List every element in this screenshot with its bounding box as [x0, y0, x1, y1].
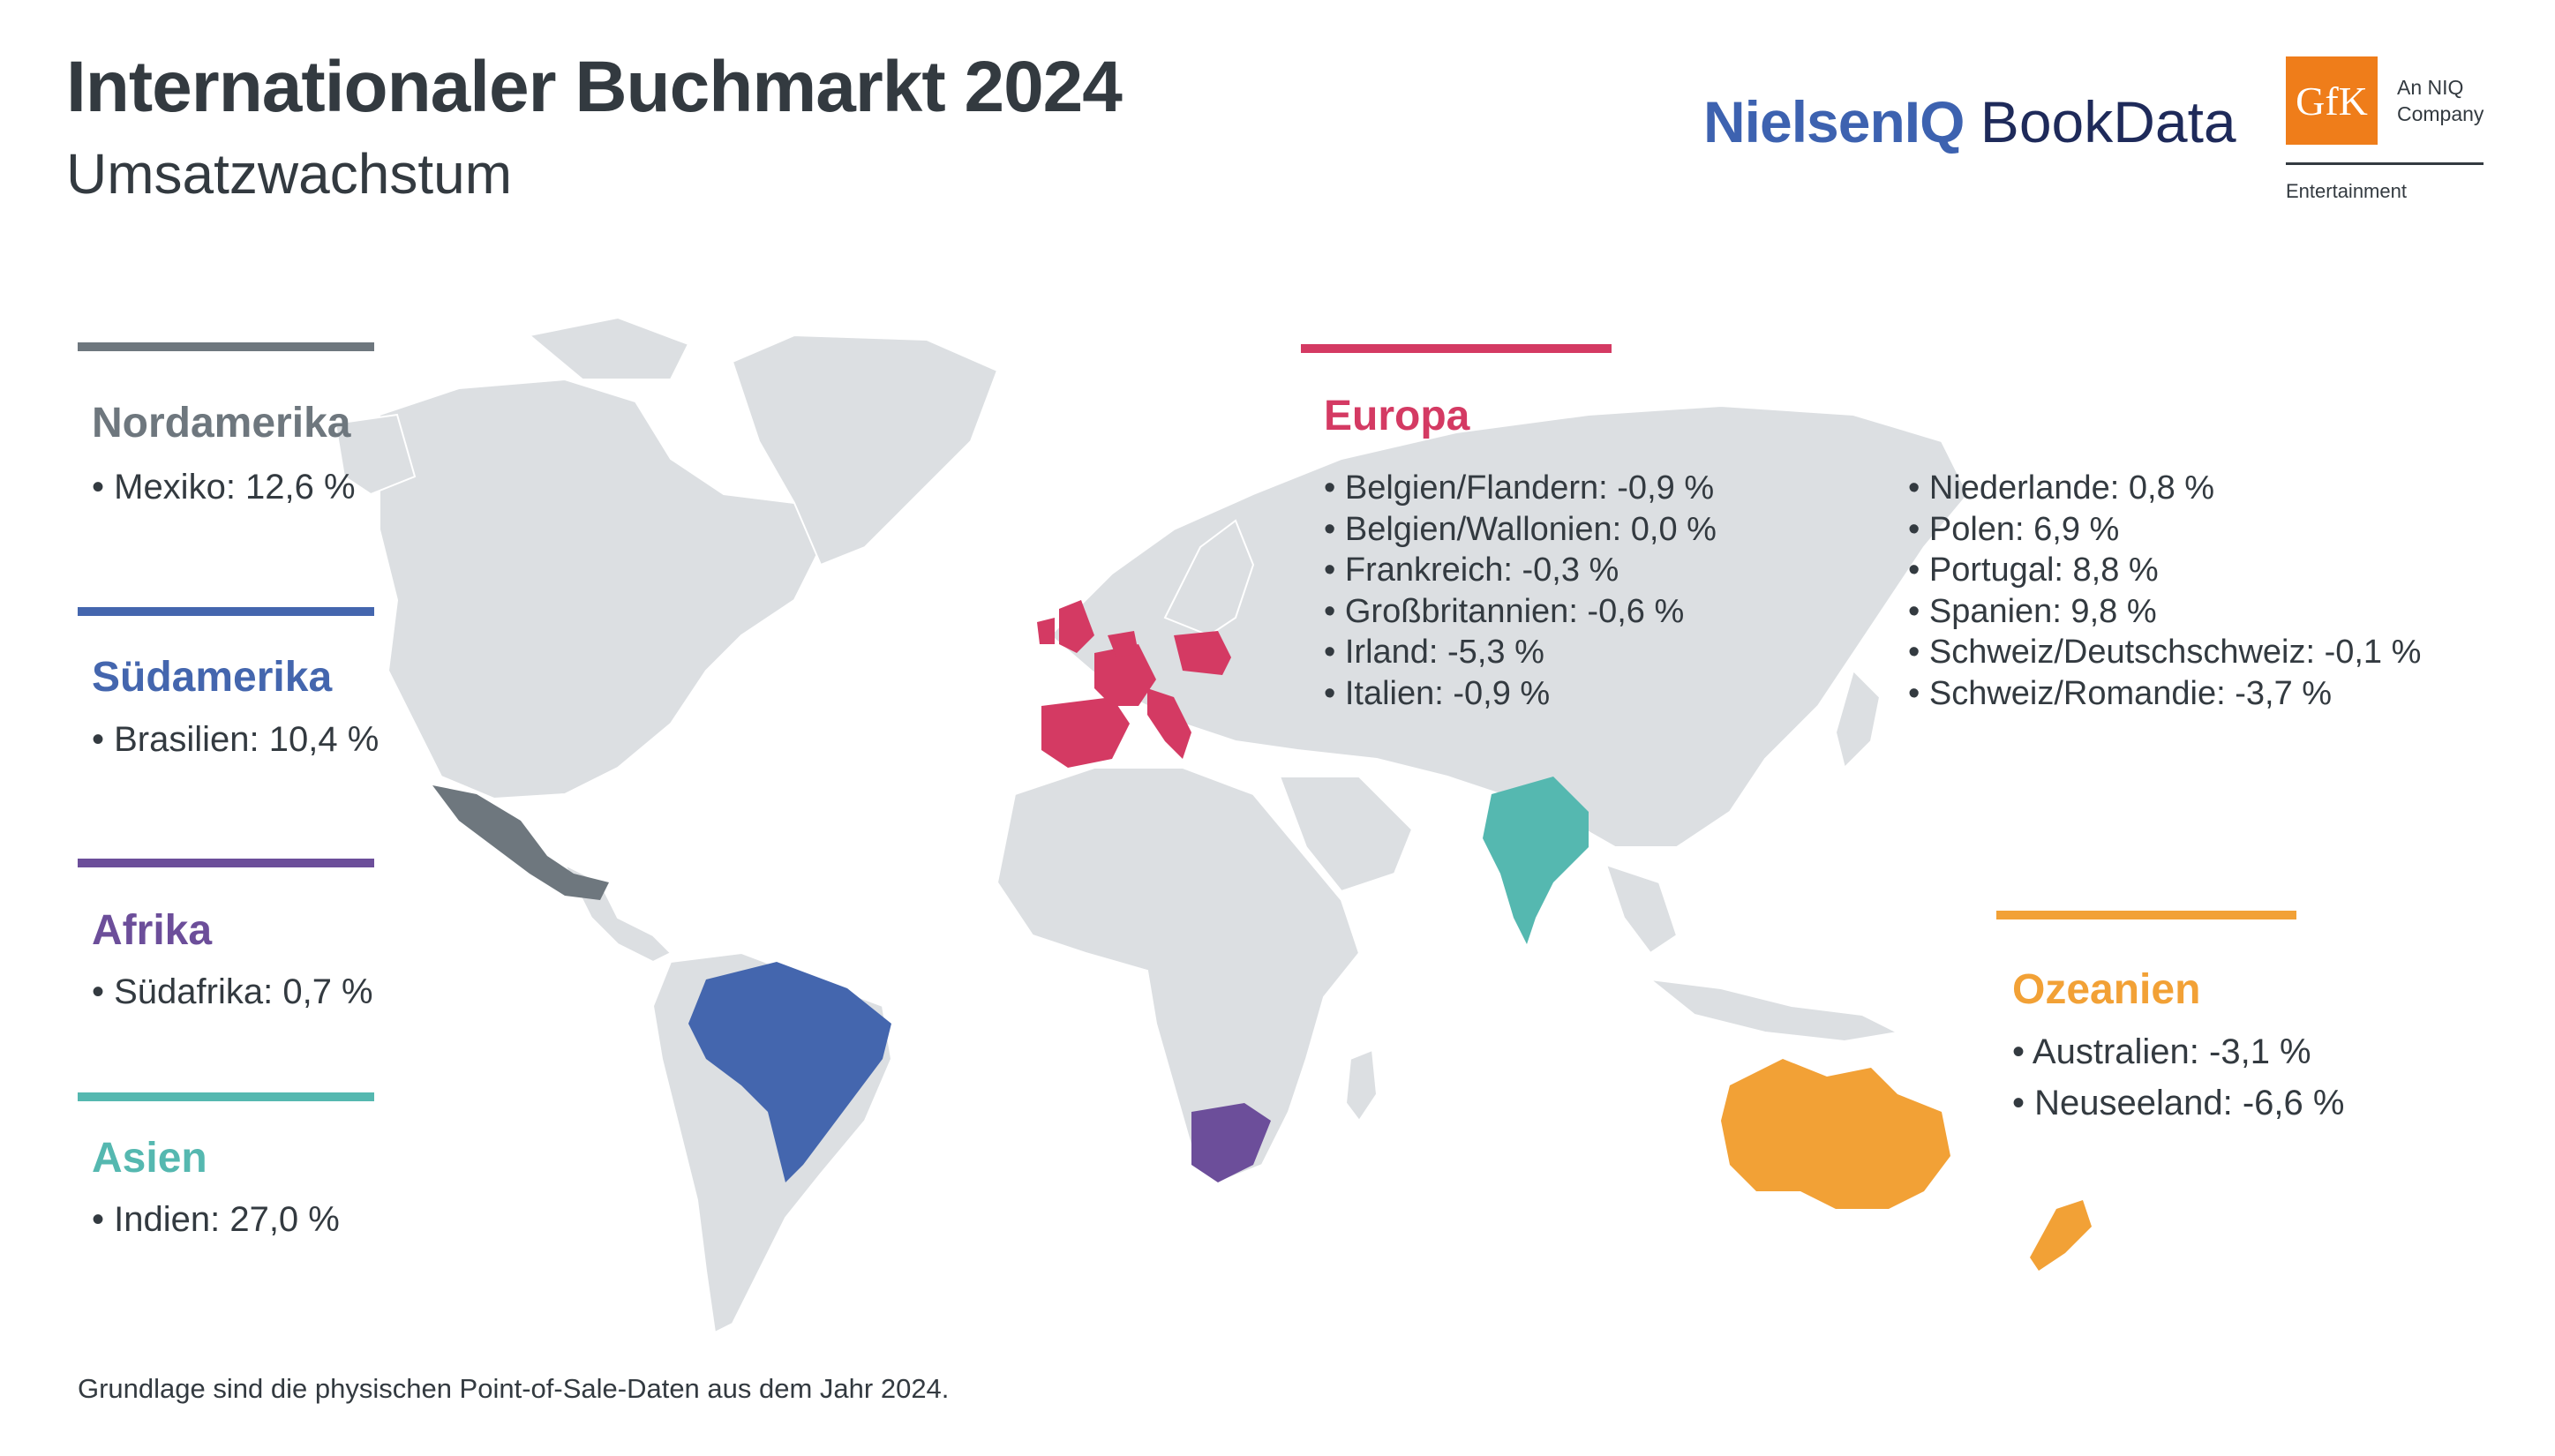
page-title: Internationaler Buchmarkt 2024	[66, 47, 1123, 127]
region-bar-nordamerika	[78, 342, 374, 351]
map-benelux-switzerland	[1108, 631, 1138, 657]
map-great-britain	[1059, 600, 1094, 653]
region-item-australien: • Australien: -3,1 %	[2012, 1032, 2311, 1071]
gfk-division: Entertainment	[2286, 180, 2407, 202]
region-title-nordamerika: Nordamerika	[92, 400, 351, 447]
map-australia	[1721, 1059, 1950, 1209]
region-bar-suedamerika	[78, 607, 374, 616]
europa-item: • Belgien/Flandern: -0,9 %	[1324, 469, 1715, 507]
europa-item: • Schweiz/Deutschschweiz: -0,1 %	[1908, 634, 2422, 671]
europa-item: • Niederlande: 0,8 %	[1908, 469, 2215, 507]
map-indonesia	[1647, 978, 1901, 1043]
map-spain-portugal	[1041, 697, 1130, 768]
europa-item: • Frankreich: -0,3 %	[1324, 552, 1619, 589]
page-subtitle: Umsatzwachstum	[66, 142, 512, 206]
map-ireland	[1037, 618, 1055, 644]
europa-item: • Polen: 6,9 %	[1908, 510, 2120, 548]
gfk-tagline: An NIQ Company	[2397, 74, 2484, 127]
bookdata-wordmark: BookData	[1980, 89, 2236, 154]
region-title-ozeanien: Ozeanien	[2012, 966, 2201, 1013]
map-europe-highlight	[1037, 600, 1231, 768]
region-title-suedamerika: Südamerika	[92, 654, 333, 701]
region-item-suedafrika: • Südafrika: 0,7 %	[92, 972, 373, 1011]
gfk-tagline-line-1: An NIQ	[2397, 76, 2464, 99]
region-title-europa: Europa	[1324, 393, 1470, 439]
map-greenland	[731, 334, 999, 567]
europa-item: • Belgien/Wallonien: 0,0 %	[1324, 510, 1717, 548]
europa-item: • Italien: -0,9 %	[1324, 674, 1551, 712]
map-japan	[1834, 669, 1882, 769]
map-north-america	[379, 378, 823, 800]
region-bar-europa	[1301, 344, 1612, 353]
europa-list-col-1: • Belgien/Flandern: -0,9 % • Belgien/Wal…	[1324, 468, 1717, 714]
map-india	[1483, 777, 1589, 944]
map-brazil	[688, 962, 891, 1182]
region-bar-afrika	[78, 859, 374, 867]
map-alaska	[334, 413, 417, 496]
map-poland	[1174, 631, 1231, 675]
map-south-africa	[1191, 1103, 1271, 1182]
region-bar-ozeanien	[1996, 911, 2296, 919]
gfk-logo-mark: GfK	[2296, 78, 2368, 124]
europa-item: • Spanien: 9,8 %	[1908, 592, 2157, 630]
europa-list-col-2: • Niederlande: 0,8 % • Polen: 6,9 % • Po…	[1908, 468, 2421, 714]
map-italy	[1147, 688, 1191, 759]
europa-item: • Schweiz/Romandie: -3,7 %	[1908, 674, 2333, 712]
gfk-divider	[2286, 162, 2484, 165]
map-france	[1094, 644, 1156, 706]
gfk-tagline-line-2: Company	[2397, 102, 2484, 125]
region-item-mexiko: • Mexiko: 12,6 %	[92, 468, 356, 507]
gfk-logo: GfK	[2286, 56, 2378, 145]
region-item-indien: • Indien: 27,0 %	[92, 1200, 340, 1239]
region-title-asien: Asien	[92, 1135, 207, 1182]
map-eurasia	[1048, 404, 1970, 848]
nielseniq-wordmark: NielsenIQ	[1703, 89, 1965, 154]
europa-item: • Portugal: 8,8 %	[1908, 552, 2159, 589]
region-title-afrika: Afrika	[92, 907, 213, 954]
region-bar-asien	[78, 1092, 374, 1101]
map-southeast-asia	[1604, 863, 1679, 955]
map-new-zealand	[2030, 1200, 2092, 1271]
nielseniq-bookdata-logo: NielsenIQ BookData	[1703, 88, 2236, 155]
map-mexico	[432, 785, 609, 900]
region-item-neuseeland: • Neuseeland: -6,6 %	[2012, 1084, 2345, 1122]
europa-item: • Irland: -5,3 %	[1324, 634, 1544, 671]
map-canada-islands	[527, 316, 690, 380]
map-africa	[996, 767, 1361, 1184]
map-madagascar	[1344, 1048, 1379, 1122]
europa-item: • Großbritannien: -0,6 %	[1324, 592, 1685, 630]
footnote: Grundlage sind die physischen Point-of-S…	[78, 1373, 950, 1404]
map-arabia	[1278, 776, 1414, 893]
region-item-brasilien: • Brasilien: 10,4 %	[92, 720, 379, 759]
